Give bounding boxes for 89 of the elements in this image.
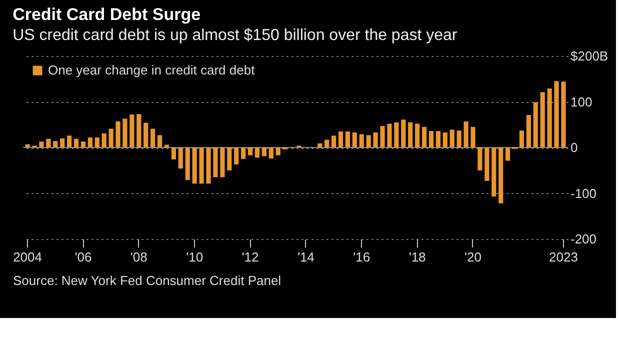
bar	[94, 137, 100, 148]
y-tick-label: 100	[570, 94, 592, 110]
bar	[240, 148, 246, 159]
chart-subtitle: US credit card debt is up almost $150 billion over the past year	[12, 27, 458, 44]
bar	[46, 138, 51, 148]
bar	[102, 133, 106, 148]
bar	[268, 148, 274, 158]
chart-title: Credit Card Debt Surge	[12, 5, 201, 24]
x-tick-label: '12	[242, 250, 259, 264]
bar	[178, 148, 183, 169]
bar	[144, 122, 148, 148]
bar	[408, 122, 413, 148]
bar	[60, 138, 65, 148]
bar	[213, 148, 218, 178]
x-tick-label: '06	[74, 250, 92, 264]
x-tick-label: '20	[464, 250, 482, 264]
bar	[324, 140, 330, 148]
bar	[373, 132, 378, 148]
bar	[380, 126, 385, 148]
bar	[498, 148, 504, 204]
bar	[227, 148, 232, 170]
bar	[150, 128, 156, 148]
bar	[136, 114, 142, 148]
bar	[526, 115, 531, 148]
bar	[276, 148, 280, 156]
bar	[394, 122, 399, 148]
bar	[331, 136, 336, 148]
bar	[352, 132, 357, 148]
x-tick-label: '18	[408, 250, 426, 264]
bar	[450, 130, 454, 148]
y-tick-label: -100	[570, 186, 597, 201]
bar	[456, 130, 462, 148]
bar	[533, 102, 538, 148]
bar	[80, 142, 86, 148]
legend-label: One year change in credit card debt	[48, 62, 256, 78]
bar	[130, 114, 134, 148]
bar	[248, 148, 253, 156]
bar	[116, 121, 120, 148]
source-note: Source: New York Fed Consumer Credit Panel	[13, 273, 282, 288]
bar	[157, 135, 162, 148]
bar	[192, 148, 197, 184]
bar	[88, 137, 92, 148]
y-tick-label: $200B	[570, 48, 608, 64]
y-tick-label: 0	[570, 140, 578, 155]
x-tick-label: '14	[297, 250, 314, 264]
bar	[547, 88, 552, 148]
bar	[171, 148, 176, 160]
bar	[262, 148, 266, 156]
x-tick-label: '10	[186, 250, 204, 264]
bar	[436, 131, 440, 148]
bar	[561, 82, 566, 148]
bar	[505, 148, 510, 161]
x-tick-label: 2004	[13, 250, 42, 264]
bar	[122, 118, 128, 148]
bar	[25, 144, 30, 148]
bar	[415, 124, 420, 148]
bar	[74, 138, 79, 148]
bar	[359, 134, 364, 148]
y-tick-label: -200	[570, 232, 597, 246]
bar	[254, 148, 260, 158]
bar	[39, 142, 44, 148]
bar	[422, 126, 427, 148]
bar	[185, 148, 190, 180]
bar	[470, 126, 476, 148]
bar	[428, 131, 434, 148]
bar	[108, 128, 114, 148]
bar	[387, 124, 392, 148]
bar	[519, 130, 524, 148]
bar	[554, 81, 559, 148]
bar	[492, 148, 496, 196]
bar	[345, 131, 350, 148]
bar	[464, 121, 468, 148]
bar	[484, 148, 490, 181]
bar	[338, 131, 344, 148]
bar	[206, 148, 211, 184]
bar	[66, 136, 72, 148]
bar	[442, 132, 448, 148]
bar	[478, 148, 482, 170]
bar	[53, 141, 58, 148]
bar	[220, 148, 225, 178]
x-tick-label: '08	[130, 250, 148, 264]
bar	[401, 120, 406, 148]
bar	[540, 92, 545, 148]
bar	[199, 148, 204, 184]
bar	[234, 148, 239, 164]
bar	[318, 143, 322, 148]
x-tick-label: '16	[353, 250, 370, 264]
x-tick-label: 2023	[549, 250, 578, 264]
bar	[366, 135, 371, 148]
